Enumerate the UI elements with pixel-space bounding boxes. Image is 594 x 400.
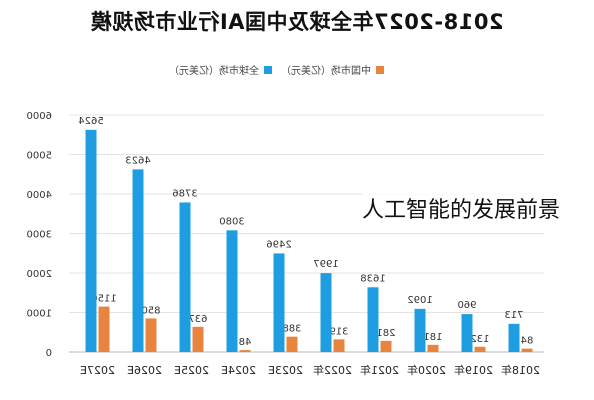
bar-china bbox=[239, 350, 251, 352]
y-tick-label: 5000 bbox=[27, 151, 52, 162]
data-label-global: 960 bbox=[457, 300, 476, 311]
data-label-china: 850 bbox=[141, 305, 160, 316]
x-tick-label: 2020年 bbox=[407, 363, 446, 377]
x-tick-label: 2021年 bbox=[360, 363, 399, 377]
data-label-china: 132 bbox=[470, 334, 489, 345]
data-label-china: 1150 bbox=[91, 294, 116, 305]
bar-global bbox=[226, 230, 238, 352]
bar-global bbox=[132, 169, 144, 352]
data-label-china: 637 bbox=[188, 314, 207, 325]
bar-global bbox=[508, 323, 520, 352]
x-tick-label: 2018年 bbox=[501, 363, 540, 377]
x-tick-label: 2025E bbox=[174, 364, 209, 377]
y-tick-label: 2000 bbox=[27, 269, 52, 280]
data-label-global: 4623 bbox=[125, 155, 150, 166]
bar-china bbox=[521, 348, 533, 352]
data-label-global: 1997 bbox=[313, 259, 338, 270]
x-tick-label: 2023E bbox=[268, 364, 303, 377]
data-label-china: 84 bbox=[521, 336, 534, 347]
y-tick-label: 1000 bbox=[27, 309, 52, 320]
bar-global bbox=[414, 308, 426, 352]
y-tick-label: 0 bbox=[46, 348, 52, 359]
bar-china bbox=[427, 344, 439, 352]
bar-china bbox=[286, 336, 298, 352]
data-label-china: 181 bbox=[423, 332, 442, 343]
mirrored-chart-group: 0 1000 2000 3000 4000 5000 6000 84 713 2018年 132 96… bbox=[27, 111, 544, 377]
bar-china bbox=[145, 318, 157, 352]
bar-china bbox=[380, 340, 392, 352]
data-label-china: 319 bbox=[329, 326, 348, 337]
data-label-global: 1092 bbox=[407, 295, 432, 306]
y-tick-label: 4000 bbox=[27, 190, 52, 201]
bar-global bbox=[320, 273, 332, 352]
bar-china bbox=[474, 346, 486, 352]
y-tick-label: 3000 bbox=[27, 230, 52, 241]
x-tick-label: 2027E bbox=[80, 364, 115, 377]
bar-global bbox=[461, 314, 473, 352]
data-label-global: 5624 bbox=[78, 116, 103, 127]
y-tick-label: 6000 bbox=[27, 111, 52, 122]
bar-global bbox=[85, 129, 97, 352]
bar-china bbox=[333, 339, 345, 352]
data-label-global: 713 bbox=[504, 310, 523, 321]
data-label-global: 3080 bbox=[219, 216, 244, 227]
data-label-global: 1638 bbox=[360, 273, 385, 284]
overlay-caption: 人工智能的发展前景 bbox=[362, 192, 561, 224]
x-tick-label: 2024E bbox=[221, 364, 256, 377]
x-tick-label: 2026E bbox=[127, 364, 162, 377]
bar-global bbox=[179, 202, 191, 352]
data-label-global: 3786 bbox=[172, 188, 197, 199]
bar-china bbox=[192, 326, 204, 352]
x-tick-label: 2022年 bbox=[313, 363, 352, 377]
bar-china bbox=[98, 306, 110, 352]
data-label-china: 388 bbox=[282, 324, 301, 335]
bar-global bbox=[273, 253, 285, 352]
x-tick-label: 2019年 bbox=[454, 363, 493, 377]
bar-global bbox=[367, 287, 379, 352]
data-label-china: 48 bbox=[239, 337, 252, 348]
data-label-china: 281 bbox=[376, 328, 395, 339]
data-label-global: 2496 bbox=[266, 239, 291, 250]
